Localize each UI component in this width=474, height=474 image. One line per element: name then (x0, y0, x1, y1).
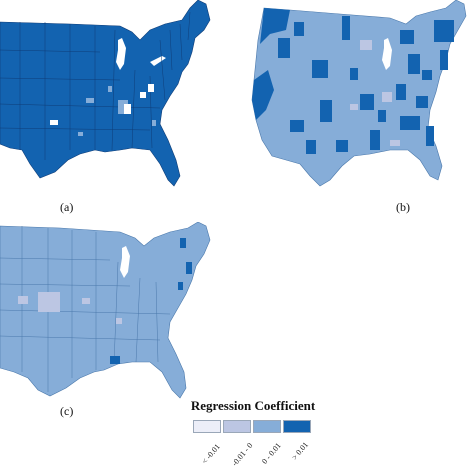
legend-title: Regression Coefficient (190, 398, 316, 413)
legend-label-3: 0 - 0.01 (260, 441, 283, 466)
legend: Regression Coefficient < -0.01 -0.01 - 0… (178, 398, 328, 474)
legend-swatch-3 (253, 420, 281, 433)
us-landmass-b (251, 0, 467, 187)
legend-label-4: > 0.01 (290, 440, 311, 462)
state-borders-a (0, 11, 191, 160)
map-c-svg (0, 222, 211, 399)
map-b-svg (251, 0, 467, 187)
map-panel-b (250, 0, 474, 195)
lake-erie-a (150, 56, 166, 66)
legend-swatch-1 (193, 420, 221, 433)
us-landmass-a (0, 0, 211, 187)
lake-michigan-b (382, 38, 392, 70)
dark-counties-b (252, 8, 454, 154)
pale-counties-c (18, 292, 122, 324)
lake-michigan-a (116, 38, 126, 70)
map-a-svg (0, 0, 211, 187)
legend-label-1: < -0.01 (200, 442, 222, 466)
legend-swatch-4 (283, 420, 311, 433)
legend-label-2: -0.01 - 0 (230, 441, 255, 468)
panel-label-b: (b) (396, 200, 410, 214)
panel-label-a: (a) (60, 200, 74, 214)
lake-michigan-c (120, 246, 130, 278)
dark-counties-c (110, 238, 192, 364)
panel-label-c: (c) (60, 404, 74, 418)
map-panel-c (0, 222, 235, 402)
light-counties-a (50, 84, 156, 136)
us-landmass-c (0, 222, 211, 399)
map-panel-a (0, 0, 225, 195)
pale-counties-b (350, 40, 400, 146)
legend-swatch-2 (223, 420, 251, 433)
